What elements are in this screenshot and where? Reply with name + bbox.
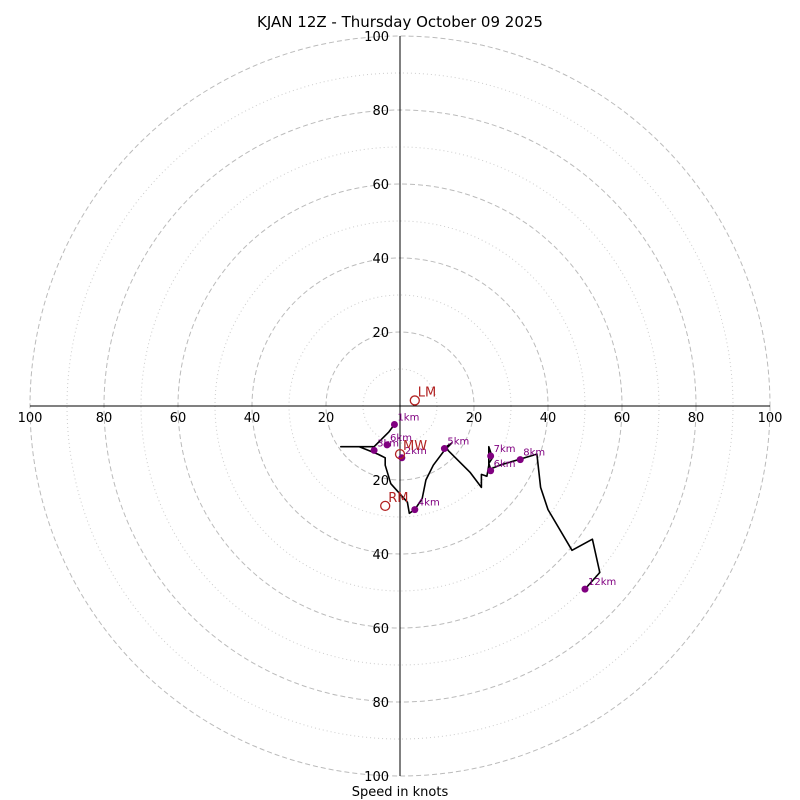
tick-label-east-100: 100 bbox=[758, 411, 783, 426]
axis-tick-labels: 20 20 20 20 40 40 40 40 60 60 60 60 80 80 80 80 100 100 10… bbox=[18, 30, 783, 785]
wind-profile-line bbox=[339, 424, 601, 590]
tick-label-east-60: 60 bbox=[614, 411, 631, 426]
height-label-2km-1: 2km bbox=[405, 446, 427, 457]
tick-label-east-80: 80 bbox=[688, 411, 705, 426]
tick-label-north-40: 40 bbox=[372, 252, 389, 267]
height-marker-6km-6 bbox=[487, 467, 495, 475]
tick-label-south-80: 80 bbox=[372, 696, 389, 711]
tick-label-east-40: 40 bbox=[540, 411, 557, 426]
mw-label: MW bbox=[403, 439, 427, 454]
tick-label-south-60: 60 bbox=[372, 622, 389, 637]
height-marker-5km-4 bbox=[440, 445, 448, 453]
tick-label-north-20: 20 bbox=[372, 326, 389, 341]
height-label-1km-0: 1km bbox=[397, 413, 419, 424]
tick-label-north-100: 100 bbox=[364, 30, 389, 45]
height-label-4km-3: 4km bbox=[418, 498, 440, 509]
height-markers: 1km2km3km4km5km6km6km7km8km12km bbox=[370, 413, 616, 593]
height-marker-7km-7 bbox=[487, 452, 495, 460]
tick-label-west-20: 20 bbox=[318, 411, 335, 426]
mw-marker bbox=[394, 448, 406, 460]
hodograph-trace bbox=[339, 424, 601, 590]
height-label-7km-7: 7km bbox=[494, 444, 516, 455]
height-label-12km-9: 12km bbox=[588, 577, 616, 588]
lm-marker bbox=[409, 395, 420, 406]
tick-label-south-100: 100 bbox=[364, 770, 389, 785]
tick-label-west-60: 60 bbox=[170, 411, 187, 426]
height-marker-3km-2 bbox=[370, 446, 378, 454]
height-marker-4km-3 bbox=[411, 506, 419, 514]
storm-motion-markers: LM RM MW bbox=[380, 385, 436, 512]
height-marker-12km-9 bbox=[581, 585, 589, 593]
height-label-5km-4: 5km bbox=[447, 437, 469, 448]
lm-label: LM bbox=[418, 385, 436, 400]
height-label-6km-6: 6km bbox=[494, 459, 516, 470]
tick-label-north-80: 80 bbox=[372, 104, 389, 119]
tick-label-west-40: 40 bbox=[244, 411, 261, 426]
height-label-6km-5: 6km bbox=[390, 433, 412, 444]
x-axis-label: Speed in knots bbox=[352, 785, 449, 800]
tick-label-south-20: 20 bbox=[372, 474, 389, 489]
height-marker-8km-8 bbox=[516, 456, 524, 464]
height-label-8km-8: 8km bbox=[523, 448, 545, 459]
height-marker-1km-0 bbox=[390, 421, 398, 428]
tick-label-west-100: 100 bbox=[18, 411, 43, 426]
tick-label-west-80: 80 bbox=[96, 411, 113, 426]
height-marker-6km-5 bbox=[383, 441, 391, 449]
chart-title: KJAN 12Z - Thursday October 09 2025 bbox=[257, 13, 543, 31]
axes bbox=[30, 36, 770, 776]
tick-label-north-60: 60 bbox=[372, 178, 389, 193]
tick-label-south-40: 40 bbox=[372, 548, 389, 563]
rm-marker bbox=[380, 500, 391, 512]
rm-label: RM bbox=[388, 491, 408, 506]
tick-label-east-20: 20 bbox=[466, 411, 483, 426]
